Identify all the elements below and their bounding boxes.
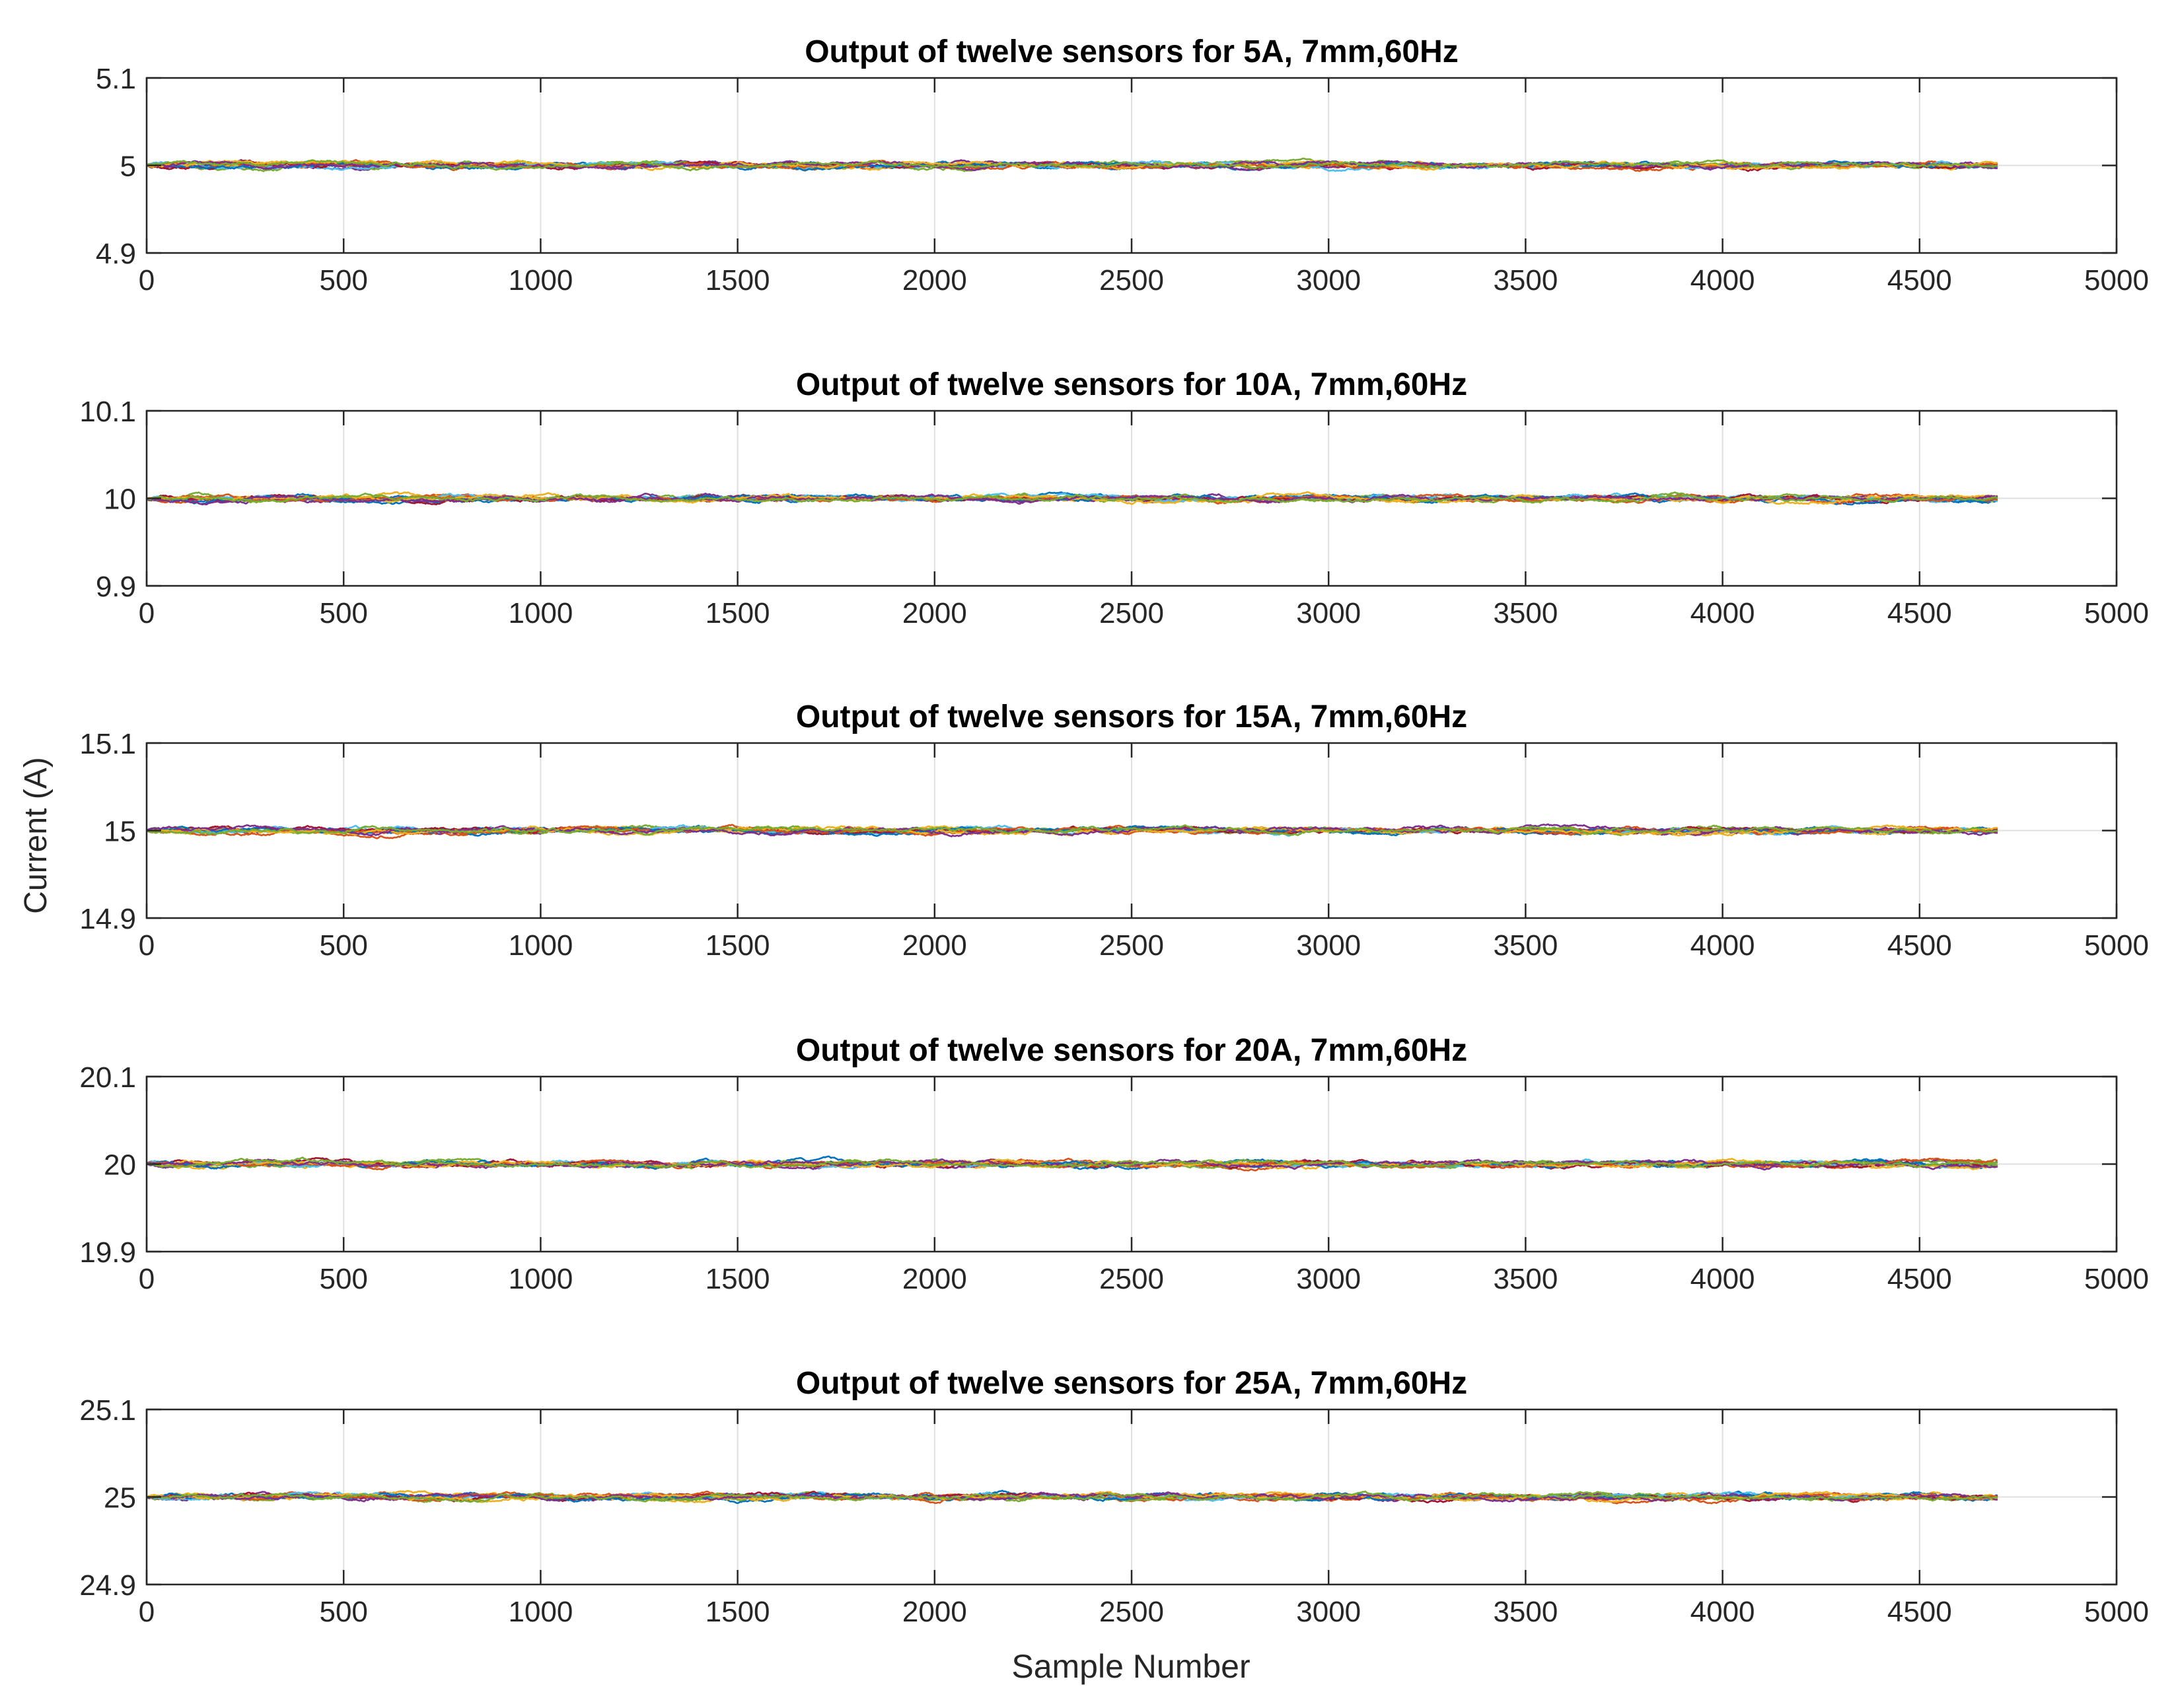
x-tick-label: 2500 — [1099, 264, 1164, 297]
y-tick-label: 14.9 — [79, 903, 136, 935]
y-tick-label: 25 — [104, 1482, 136, 1514]
x-tick-label: 500 — [319, 1263, 367, 1295]
x-tick-label: 3000 — [1296, 264, 1361, 297]
x-tick-label: 2500 — [1099, 1596, 1164, 1628]
x-tick-label: 5000 — [2084, 929, 2149, 962]
x-tick-label: 5000 — [2084, 597, 2149, 629]
y-tick-label: 20 — [104, 1149, 136, 1182]
x-tick-label: 1000 — [508, 1263, 573, 1295]
series-line-11 — [147, 160, 1998, 172]
x-tick-label: 0 — [139, 1263, 155, 1295]
x-tick-label: 1000 — [508, 597, 573, 629]
x-tick-label: 3500 — [1493, 264, 1558, 297]
chart-panel-3: 0 500 1000 1500 2000 2500 3000 3500 4000 4500 5000… — [79, 699, 2149, 962]
chart-panel-5: 0 500 1000 1500 2000 2500 3000 3500 4000 4500 5000… — [79, 1366, 2149, 1628]
x-tick-label: 4000 — [1690, 264, 1755, 297]
x-tick-label: 1500 — [706, 597, 770, 629]
x-tick-label: 4000 — [1690, 929, 1755, 962]
series-group — [147, 823, 1998, 839]
series-line-11 — [147, 493, 1998, 506]
x-tick-label: 2000 — [902, 1263, 967, 1295]
y-tick-label: 9.9 — [96, 571, 136, 603]
x-tick-label: 4500 — [1887, 597, 1952, 629]
x-tick-label: 4000 — [1690, 1596, 1755, 1628]
chart-panel-4: 0 500 1000 1500 2000 2500 3000 3500 4000 4500 5000… — [79, 1033, 2149, 1295]
x-tick-label: 4500 — [1887, 264, 1952, 297]
chart-title: Output of twelve sensors for 20A, 7mm,60… — [796, 1033, 1467, 1068]
x-tick-label: 4500 — [1887, 1263, 1952, 1295]
chart-panel-2: 0 500 1000 1500 2000 2500 3000 3500 4000 4500 5000… — [79, 367, 2149, 629]
chart-title: Output of twelve sensors for 15A, 7mm,60… — [796, 699, 1467, 734]
y-tick-label: 5 — [120, 151, 136, 183]
x-tick-label: 2000 — [902, 264, 967, 297]
y-tick-label: 25.1 — [79, 1394, 136, 1427]
x-tick-label: 500 — [319, 929, 367, 962]
series-line-12 — [147, 159, 1998, 172]
x-tick-label: 2000 — [902, 929, 967, 962]
x-tick-label: 3500 — [1493, 597, 1558, 629]
series-line-12 — [147, 492, 1998, 504]
x-tick-label: 1000 — [508, 264, 573, 297]
series-group — [147, 1489, 1998, 1505]
x-tick-label: 2500 — [1099, 597, 1164, 629]
x-tick-label: 3000 — [1296, 597, 1361, 629]
x-tick-label: 3500 — [1493, 1596, 1558, 1628]
x-tick-label: 2500 — [1099, 929, 1164, 962]
y-tick-label: 10.1 — [79, 396, 136, 428]
series-group — [147, 157, 1998, 172]
x-tick-label: 2000 — [902, 597, 967, 629]
y-tick-label: 24.9 — [79, 1569, 136, 1602]
x-tick-label: 500 — [319, 597, 367, 629]
y-tick-label: 10 — [104, 483, 136, 516]
y-tick-label: 4.9 — [96, 238, 136, 270]
chart-title: Output of twelve sensors for 10A, 7mm,60… — [796, 367, 1467, 402]
x-tick-label: 4500 — [1887, 929, 1952, 962]
x-tick-label: 2500 — [1099, 1263, 1164, 1295]
x-tick-label: 2000 — [902, 1596, 967, 1628]
x-tick-label: 500 — [319, 264, 367, 297]
x-tick-label: 5000 — [2084, 264, 2149, 297]
x-tick-label: 0 — [139, 1596, 155, 1628]
chart-panel-1: 0 500 1000 1500 2000 2500 3000 3500 4000 4500 5000… — [96, 34, 2149, 297]
x-tick-label: 3000 — [1296, 1596, 1361, 1628]
x-tick-label: 500 — [319, 1596, 367, 1628]
y-axis-label: Current (A) — [18, 757, 54, 913]
x-tick-label: 1500 — [706, 264, 770, 297]
x-tick-label: 0 — [139, 597, 155, 629]
x-tick-label: 4000 — [1690, 1263, 1755, 1295]
y-tick-label: 19.9 — [79, 1236, 136, 1269]
series-group — [147, 491, 1998, 506]
series-line-12 — [147, 1490, 1998, 1503]
series-line-12 — [147, 1156, 1998, 1169]
chart-title: Output of twelve sensors for 5A, 7mm,60H… — [805, 34, 1459, 69]
x-tick-label: 1500 — [706, 1596, 770, 1628]
x-axis-label: Sample Number — [1011, 1648, 1250, 1685]
x-tick-label: 1000 — [508, 929, 573, 962]
x-tick-label: 1500 — [706, 1263, 770, 1295]
series-line-7 — [147, 825, 1998, 836]
x-tick-label: 1000 — [508, 1596, 573, 1628]
x-tick-label: 0 — [139, 264, 155, 297]
x-tick-label: 3000 — [1296, 1263, 1361, 1295]
x-tick-label: 0 — [139, 929, 155, 962]
y-tick-label: 5.1 — [96, 63, 136, 95]
x-tick-label: 5000 — [2084, 1596, 2149, 1628]
x-tick-label: 3000 — [1296, 929, 1361, 962]
x-tick-label: 4000 — [1690, 597, 1755, 629]
y-tick-label: 20.1 — [79, 1061, 136, 1094]
x-tick-label: 3500 — [1493, 929, 1558, 962]
chart-title: Output of twelve sensors for 25A, 7mm,60… — [796, 1366, 1467, 1401]
series-group — [147, 1155, 1998, 1172]
y-tick-label: 15.1 — [79, 728, 136, 760]
x-tick-label: 4500 — [1887, 1596, 1952, 1628]
x-tick-label: 3500 — [1493, 1263, 1558, 1295]
y-tick-label: 15 — [104, 816, 136, 848]
x-tick-label: 1500 — [706, 929, 770, 962]
series-line-12 — [147, 824, 1998, 836]
x-tick-label: 5000 — [2084, 1263, 2149, 1295]
